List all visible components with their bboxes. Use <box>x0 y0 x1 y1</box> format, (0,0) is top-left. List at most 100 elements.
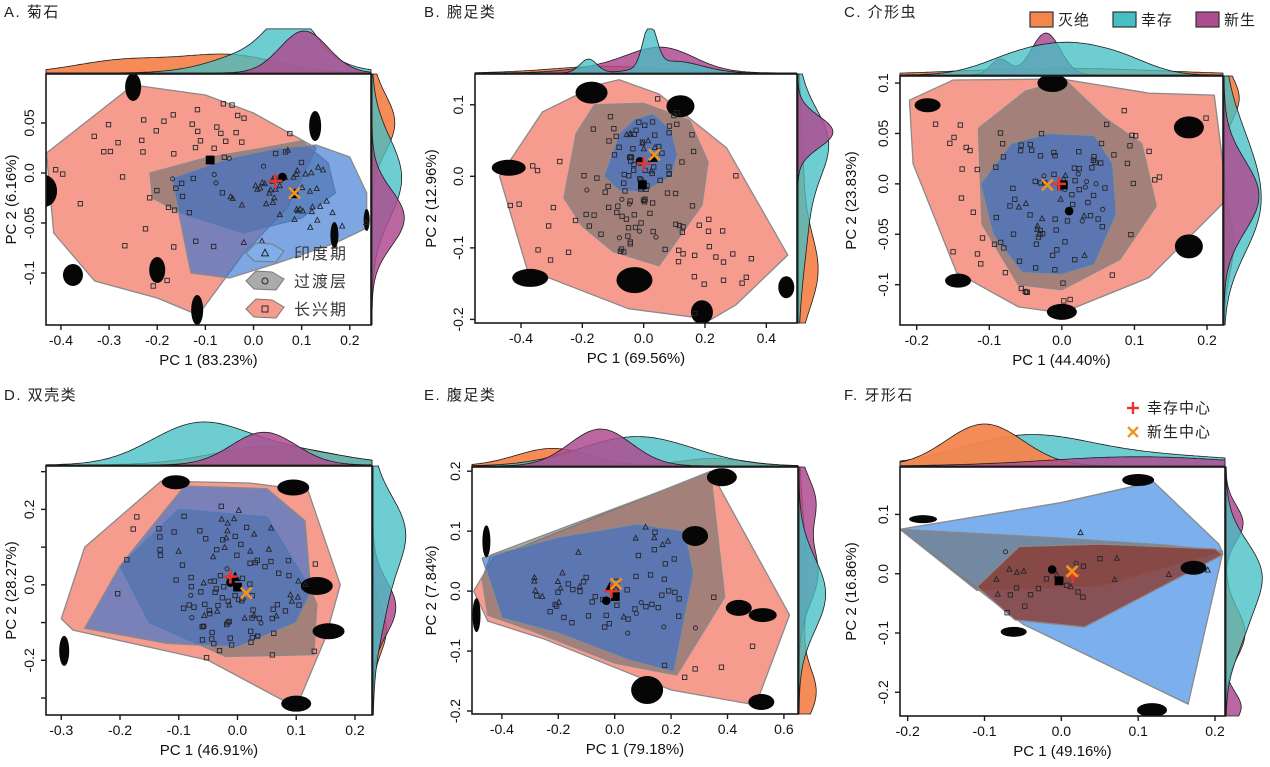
x-tick-label: 0.0 <box>605 721 625 737</box>
x-tick-label: 0.2 <box>1197 332 1217 348</box>
panel-E-canvas: -0.4 -0.2 0.0 0.2 0.4 0.6 0.2 0.1 0.0 -0.1 -0.2 PC … <box>423 387 826 758</box>
y-axis-label: PC 2 (12.96%) <box>423 149 440 247</box>
convex-hulls <box>908 78 1223 314</box>
hull-legend-label-induan: 印度期 <box>294 245 348 263</box>
x-tick-label: 0.2 <box>1205 723 1225 739</box>
density-origination <box>899 456 1226 467</box>
density-survivor <box>372 465 407 716</box>
scatter-points <box>932 107 1209 304</box>
fossil-silhouette <box>1173 116 1204 139</box>
panel-C-canvas: -0.2 -0.1 0.0 0.1 0.2 0.1 0.05 0.0 -0.05 -0.1 PC 1… <box>843 4 1262 369</box>
x-tick-label: -0.4 <box>49 332 73 348</box>
density-origination <box>1223 75 1260 326</box>
y-tick-label: 0.2 <box>447 461 463 481</box>
fossil-silhouettes <box>491 81 795 323</box>
y-tick-label: 0.0 <box>447 581 463 601</box>
fossil-silhouette <box>909 515 938 524</box>
x-tick-label: -0.2 <box>108 722 132 738</box>
fossil-silhouette <box>725 599 752 616</box>
plot-area <box>900 474 1224 716</box>
x-axis: -0.3 -0.2 -0.1 0.0 0.1 0.2 <box>49 715 365 738</box>
x-tick-label: 0.0 <box>1052 723 1072 739</box>
y-tick-label: 0.1 <box>875 504 891 524</box>
y-axis: 0.05 0.0 -0.05 -0.1 <box>21 109 46 285</box>
fossil-silhouette <box>1137 703 1168 716</box>
legend-swatch-survivor <box>1112 11 1137 28</box>
y-tick-label: 0.2 <box>21 499 37 519</box>
x-axis: -0.2 -0.1 0.0 0.1 0.2 <box>905 325 1217 348</box>
x-tick-label: -0.2 <box>145 332 169 348</box>
top-density-ridge <box>45 28 372 74</box>
x-axis-label: PC 1 (46.91%) <box>160 742 258 759</box>
fossil-silhouette <box>125 74 142 101</box>
legend-label-survivor: 幸存 <box>1141 12 1173 29</box>
legend-survivor-center-label: 幸存中心 <box>1147 400 1211 417</box>
y-tick-label: -0.2 <box>447 699 463 723</box>
right-density-ridge <box>1225 466 1263 717</box>
density-origination <box>472 428 798 467</box>
y-tick-label: 0.05 <box>875 120 891 147</box>
group-centroids <box>1047 565 1064 586</box>
fossil-silhouette <box>491 159 526 176</box>
hull-legend-swatch-induan <box>245 242 285 263</box>
density-survivor <box>1225 466 1263 717</box>
x-tick-label: 0.4 <box>718 721 738 737</box>
x-axis-label: PC 1 (79.18%) <box>586 741 684 758</box>
plot-area <box>491 79 795 323</box>
fossil-silhouettes <box>472 468 777 711</box>
right-density-ridge <box>372 465 407 716</box>
fossil-silhouette <box>512 268 549 287</box>
origination-center-marker <box>1040 178 1054 192</box>
x-tick-label: 0.0 <box>1052 332 1072 348</box>
fossil-silhouette <box>482 525 491 558</box>
fossil-silhouette <box>575 81 608 104</box>
fossil-silhouette <box>281 695 312 712</box>
y-axis-label: PC 2 (28.27%) <box>3 541 20 639</box>
y-tick-label: -0.05 <box>875 218 891 250</box>
y-tick-label: -0.1 <box>875 621 891 645</box>
fossil-silhouette <box>1122 474 1155 487</box>
fossil-silhouette <box>706 468 737 487</box>
hull-legend-swatch-transitional <box>245 270 285 291</box>
x-axis-label: PC 1 (83.23%) <box>159 352 257 369</box>
y-tick-label: -0.1 <box>21 261 37 285</box>
plot-border <box>899 466 1226 717</box>
fossil-silhouette <box>748 608 777 623</box>
panel-F-canvas: -0.2 -0.1 0.0 0.1 0.2 0.1 0.0 -0.1 -0.2 PC 1 (49.… <box>843 387 1263 760</box>
fossil-silhouette <box>666 95 695 118</box>
panel-title: D. 双壳类 <box>4 387 77 404</box>
y-tick-label: -0.2 <box>21 648 37 672</box>
scatter-points <box>53 101 370 289</box>
x-tick-label: 0.4 <box>757 330 777 346</box>
hull-legend-label-transitional: 过渡层 <box>294 273 348 291</box>
y-tick-label: 0.0 <box>875 564 891 584</box>
survivor-center-marker <box>1051 176 1066 191</box>
y-axis: 0.1 0.05 0.0 -0.05 -0.1 <box>875 73 900 297</box>
x-tick-label: 0.2 <box>340 332 360 348</box>
fossil-silhouette <box>1174 234 1203 259</box>
fossil-silhouette <box>149 257 166 283</box>
fossil-silhouette <box>945 273 972 288</box>
x-tick-label: 0.1 <box>1125 332 1145 348</box>
fossil-silhouette <box>300 576 333 595</box>
hull-induan <box>481 523 695 673</box>
panel-D-canvas: -0.3 -0.2 -0.1 0.0 0.1 0.2 0.2 0.0 -0.2 PC 1 (46.… <box>3 387 407 759</box>
fossil-silhouette <box>778 276 795 299</box>
density-origination <box>475 46 797 74</box>
density-origination <box>371 74 405 325</box>
convex-hulls <box>473 470 791 706</box>
fossil-silhouette <box>46 175 58 207</box>
y-axis-label: PC 2 (7.84%) <box>423 545 440 635</box>
x-tick-label: 0.0 <box>634 330 654 346</box>
x-axis: -0.4 -0.2 0.0 0.2 0.4 0.6 <box>490 714 794 737</box>
fossil-silhouettes <box>914 76 1204 320</box>
hull-legend-label-changhsingian: 长兴期 <box>294 301 348 319</box>
x-tick-label: 0.1 <box>292 332 312 348</box>
x-tick-label: -0.2 <box>896 723 920 739</box>
right-density-ridge <box>798 466 826 715</box>
x-tick-label: -0.1 <box>167 722 191 738</box>
hull-induan <box>979 132 1117 276</box>
legend-label-extinction: 灭绝 <box>1058 12 1090 29</box>
fossil-silhouette <box>682 525 709 546</box>
